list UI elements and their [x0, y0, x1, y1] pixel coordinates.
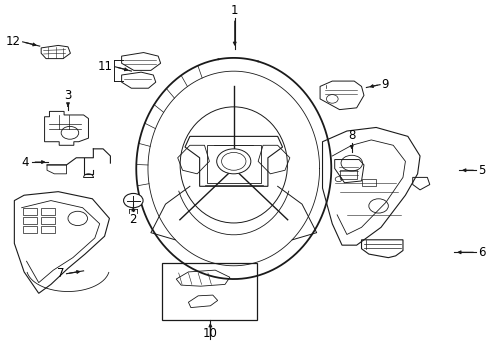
Text: 12: 12 [5, 35, 20, 48]
Bar [41, 208, 55, 215]
Bar [161, 263, 256, 320]
Text: 2: 2 [129, 213, 137, 226]
Bar [41, 226, 55, 233]
Text: 10: 10 [203, 327, 217, 340]
Text: 9: 9 [380, 78, 388, 91]
Text: 3: 3 [64, 90, 72, 103]
Text: 4: 4 [21, 156, 29, 168]
Text: 6: 6 [478, 246, 485, 259]
Bar [41, 217, 55, 224]
Bar [23, 217, 37, 224]
Text: 8: 8 [347, 129, 355, 142]
Text: 5: 5 [478, 164, 485, 177]
Text: 1: 1 [230, 4, 238, 17]
Bar [206, 145, 260, 183]
Bar [23, 208, 37, 215]
Bar [23, 226, 37, 233]
Circle shape [216, 149, 250, 174]
Text: 11: 11 [98, 60, 113, 73]
Text: 7: 7 [57, 267, 64, 280]
Bar [361, 179, 375, 186]
Circle shape [123, 193, 143, 208]
Bar [339, 170, 356, 179]
